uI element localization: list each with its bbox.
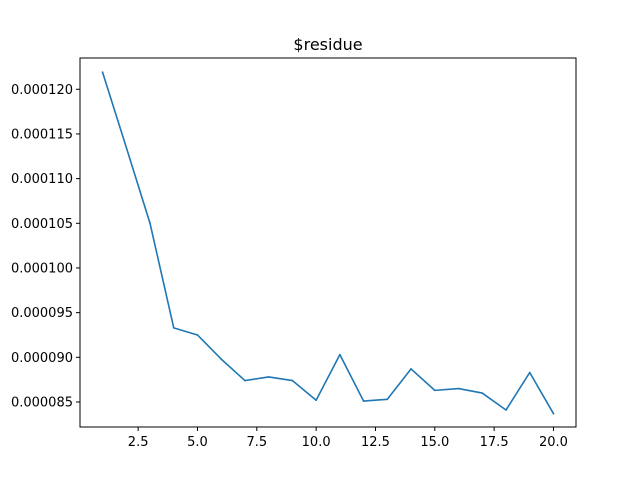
data-point [552, 412, 555, 415]
x-tick-label: 20.0 [539, 435, 568, 450]
y-tick-label: 0.000120 [11, 83, 73, 98]
data-point [125, 146, 128, 149]
x-axis-ticks: 2.5 5.0 7.5 10.0 12.5 15.0 17.5 20.0 [128, 427, 568, 450]
data-point [291, 379, 294, 382]
data-point [481, 392, 484, 394]
data-point [315, 399, 317, 402]
plot-area [80, 58, 576, 427]
y-tick-label: 0.000085 [11, 395, 73, 410]
y-tick-label: 0.000110 [11, 172, 73, 187]
y-tick-label: 0.000115 [11, 127, 73, 142]
data-point [505, 409, 507, 411]
y-tick-label: 0.000090 [11, 351, 73, 366]
chart-title: $residue [293, 35, 362, 54]
y-tick-label: 0.000105 [11, 217, 73, 232]
x-tick-label: 7.5 [246, 435, 267, 450]
plot-frame [79, 57, 577, 428]
x-tick-label: 2.5 [128, 435, 149, 450]
x-tick-label: 5.0 [187, 435, 208, 450]
x-tick-label: 17.5 [480, 435, 509, 450]
data-point [433, 389, 436, 392]
data-point [172, 327, 175, 329]
data-point [339, 353, 341, 356]
data-point [149, 222, 151, 225]
data-point [410, 368, 412, 370]
data-point [267, 376, 270, 378]
series-line [101, 71, 555, 415]
data-point [457, 387, 460, 390]
x-tick-label: 12.5 [361, 435, 390, 450]
data-point [386, 398, 389, 401]
series-layer [101, 71, 555, 415]
data-point [220, 358, 223, 360]
x-tick-label: 10.0 [302, 435, 331, 450]
x-tick-label: 15.0 [420, 435, 449, 450]
y-axis-ticks: 0.000085 0.000090 0.000095 0.000100 0.000105… [11, 83, 80, 410]
y-tick-label: 0.000095 [11, 306, 73, 321]
data-point [362, 400, 365, 402]
data-point [196, 334, 199, 336]
data-point [244, 379, 246, 382]
data-point [528, 371, 531, 374]
y-tick-label: 0.000100 [11, 261, 73, 276]
data-point [101, 71, 104, 74]
